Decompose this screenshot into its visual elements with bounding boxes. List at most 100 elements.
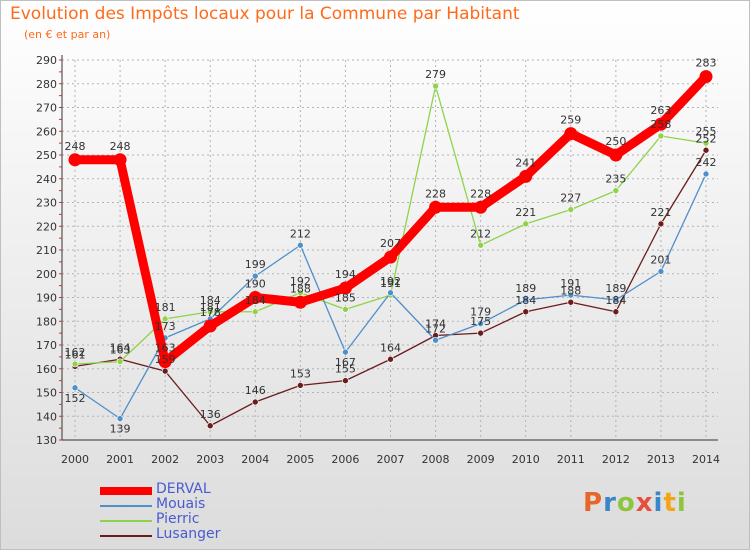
data-label-pierric: 258 [650, 118, 671, 131]
data-point-derval [654, 117, 668, 131]
y-tick-label: 150 [36, 387, 57, 400]
data-label-mouais: 189 [605, 282, 626, 295]
data-label-lusanger: 221 [650, 206, 671, 219]
data-label-pierric: 235 [605, 173, 626, 186]
data-point-pierric [206, 308, 214, 316]
data-point-derval [474, 200, 488, 214]
data-label-pierric: 221 [515, 206, 536, 219]
x-tick-label: 2007 [377, 453, 405, 466]
legend-label-pierric: Pierric [156, 511, 200, 527]
logo-letter: t [663, 488, 677, 518]
data-label-pierric: 181 [155, 301, 176, 314]
y-tick-label: 140 [36, 410, 57, 423]
data-label-derval: 163 [155, 342, 176, 355]
y-tick-label: 190 [36, 292, 57, 305]
x-tick-label: 2009 [467, 453, 495, 466]
x-tick-label: 2006 [331, 453, 359, 466]
data-point-derval [429, 200, 443, 214]
data-label-derval: 188 [290, 282, 311, 295]
logo-letter: i [653, 488, 664, 518]
data-label-lusanger: 175 [470, 315, 491, 328]
y-tick-label: 290 [36, 54, 57, 67]
data-label-derval: 283 [696, 57, 717, 70]
data-point-pierric [432, 82, 439, 90]
x-tick-label: 2005 [286, 453, 314, 466]
data-label-lusanger: 164 [380, 341, 401, 354]
data-point-pierric [161, 315, 169, 323]
data-label-mouais: 212 [290, 227, 311, 240]
data-point-lusanger [522, 308, 530, 316]
data-label-derval: 259 [560, 114, 581, 127]
x-tick-label: 2004 [241, 453, 269, 466]
data-label-mouais: 189 [515, 282, 536, 295]
data-point-derval [519, 169, 533, 183]
data-label-derval: 178 [200, 306, 221, 319]
y-tick-label: 250 [36, 149, 57, 162]
data-label-pierric: 184 [245, 294, 266, 307]
data-label-mouais: 181 [200, 301, 221, 314]
legend-label-lusanger: Lusanger [156, 526, 221, 542]
logo-letter: i [676, 488, 687, 518]
data-label-derval: 207 [380, 237, 401, 250]
data-point-derval [609, 148, 623, 162]
data-label-mouais: 152 [65, 392, 86, 405]
y-tick-label: 160 [36, 363, 57, 376]
data-point-mouais [657, 268, 665, 275]
data-point-lusanger [612, 308, 620, 316]
data-point-lusanger [342, 377, 349, 384]
data-point-derval [203, 319, 217, 333]
data-point-pierric [702, 139, 710, 147]
data-point-derval [384, 250, 397, 264]
data-point-lusanger [702, 146, 710, 154]
legend-swatch-lusanger [100, 535, 152, 537]
data-label-mouais: 191 [560, 277, 581, 290]
data-point-pierric [612, 187, 620, 194]
y-tick-label: 230 [36, 197, 57, 210]
x-tick-label: 2011 [557, 453, 585, 466]
legend-label-derval: DERVAL [156, 481, 211, 497]
data-point-lusanger [477, 329, 484, 337]
data-label-lusanger: 188 [560, 284, 581, 297]
data-label-pierric: 212 [470, 227, 491, 240]
logo-letter: P [583, 488, 604, 518]
x-tick-label: 2003 [196, 453, 224, 466]
y-tick-label: 220 [36, 220, 57, 233]
data-point-derval [293, 295, 307, 309]
x-tick-label: 2000 [61, 453, 89, 466]
data-point-lusanger [567, 298, 575, 306]
data-label-mouais: 192 [380, 275, 401, 288]
y-tick-label: 130 [36, 434, 57, 447]
data-point-derval [113, 153, 127, 167]
data-point-derval [338, 281, 352, 295]
data-label-pierric: 255 [696, 125, 717, 138]
data-label-lusanger: 252 [696, 132, 717, 145]
data-point-mouais [342, 348, 349, 356]
data-label-lusanger: 164 [110, 341, 131, 354]
data-label-derval: 250 [605, 135, 626, 148]
data-point-lusanger [206, 422, 214, 430]
legend-swatch-derval [100, 487, 152, 495]
data-point-lusanger [161, 367, 169, 375]
data-label-pierric: 162 [65, 346, 86, 359]
logo-letter: o [616, 488, 636, 518]
data-label-mouais: 179 [470, 306, 491, 319]
data-point-mouais [116, 415, 124, 422]
data-label-derval: 228 [470, 187, 491, 200]
data-point-pierric [71, 360, 79, 368]
y-tick-label: 240 [36, 173, 57, 186]
data-label-lusanger: 184 [605, 294, 626, 307]
data-label-mouais: 199 [245, 258, 266, 271]
data-label-derval: 241 [515, 156, 536, 169]
y-tick-label: 270 [36, 102, 57, 115]
data-label-pierric: 185 [335, 291, 356, 304]
data-point-mouais [702, 170, 710, 178]
y-tick-label: 280 [36, 78, 57, 91]
x-tick-label: 2013 [647, 453, 675, 466]
data-label-pierric: 163 [110, 344, 131, 357]
y-tick-label: 170 [36, 339, 57, 352]
data-point-mouais [387, 289, 394, 297]
data-point-derval [68, 153, 82, 167]
data-label-pierric: 279 [425, 68, 446, 81]
data-label-pierric: 191 [380, 277, 401, 290]
